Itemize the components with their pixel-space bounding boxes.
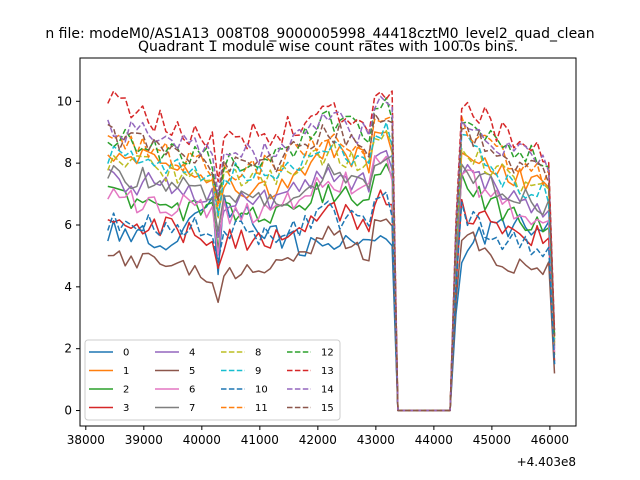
x-tick-label: 39000 [125, 433, 163, 447]
series-line-12 [107, 97, 556, 412]
legend-label-3: 3 [123, 403, 129, 414]
legend-label-14: 14 [321, 385, 334, 396]
series-line-9 [107, 121, 556, 412]
legend-label-1: 1 [123, 366, 129, 377]
legend-label-15: 15 [321, 403, 334, 414]
figure-suptitle: n file: modeM0/AS1A13_008T08_9000005998_… [45, 26, 594, 42]
series-line-14 [107, 95, 556, 412]
legend-label-7: 7 [189, 403, 195, 414]
x-axis: 38000 39000 40000 41000 42000 43000 44000 45000… [67, 426, 569, 447]
series-line-4 [107, 149, 556, 412]
legend-label-13: 13 [321, 366, 334, 377]
y-axis: 0 2 4 6 8 10 [57, 94, 80, 418]
legend-label-12: 12 [321, 348, 334, 359]
legend-label-6: 6 [189, 385, 195, 396]
x-tick-label: 44000 [415, 433, 453, 447]
y-tick-label: 10 [57, 94, 72, 108]
y-tick-label: 2 [64, 342, 72, 356]
x-tick-label: 41000 [241, 433, 279, 447]
series-lines [107, 90, 556, 412]
chart-title: Quadrant 1 module wise count rates with … [138, 39, 518, 55]
series-line-8 [107, 129, 556, 412]
series-line-10 [107, 191, 556, 412]
series-line-13 [107, 90, 556, 412]
legend-label-11: 11 [255, 403, 268, 414]
legend-label-2: 2 [123, 385, 129, 396]
x-tick-label: 46000 [531, 433, 569, 447]
legend-label-4: 4 [189, 348, 195, 359]
y-tick-label: 6 [64, 218, 72, 232]
x-tick-label: 45000 [473, 433, 511, 447]
x-axis-offset-label: +4.403e8 [517, 455, 576, 469]
series-line-5 [107, 218, 556, 412]
series-line-0 [107, 194, 556, 412]
series-line-1 [107, 131, 556, 412]
legend-label-8: 8 [255, 348, 261, 359]
y-tick-label: 0 [64, 404, 72, 418]
x-tick-label: 38000 [67, 433, 105, 447]
legend-label-10: 10 [255, 385, 268, 396]
x-tick-label: 42000 [299, 433, 337, 447]
series-line-3 [107, 189, 556, 412]
plot-frame [79, 57, 577, 427]
series-line-15 [107, 112, 556, 412]
legend-box [84, 339, 341, 421]
legend-label-9: 9 [255, 366, 261, 377]
series-line-11 [107, 115, 556, 412]
legend-label-5: 5 [189, 366, 195, 377]
y-tick-label: 8 [64, 156, 72, 170]
x-tick-label: 43000 [357, 433, 395, 447]
legend-label-0: 0 [123, 348, 129, 359]
y-tick-label: 4 [64, 280, 72, 294]
x-tick-label: 40000 [183, 433, 221, 447]
series-line-2 [107, 163, 556, 412]
